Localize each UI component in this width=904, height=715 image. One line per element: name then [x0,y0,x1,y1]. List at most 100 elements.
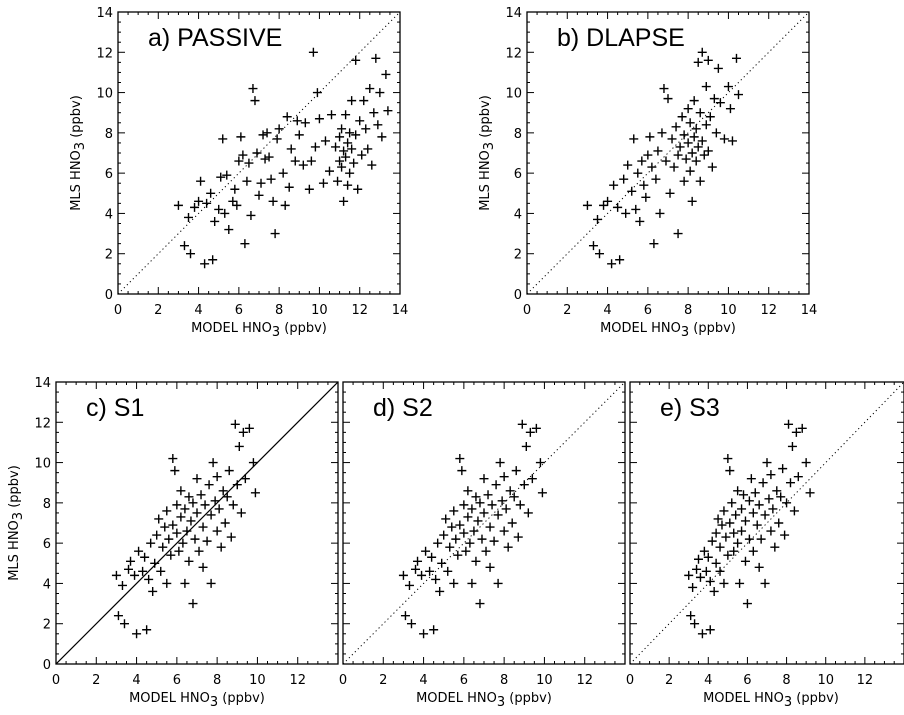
data-point [703,552,713,562]
data-point [653,146,663,156]
y-tick-label: 6 [514,167,522,182]
panel-title: b) DLAPSE [557,24,685,52]
data-point [198,522,208,532]
x-tick-label: 12 [760,303,777,318]
data-point [138,566,148,576]
data-point [188,498,198,508]
data-point [431,574,441,584]
y-tick-label: 10 [96,87,113,102]
data-point [495,458,505,468]
data-point [306,156,316,166]
data-point [180,504,190,514]
data-point [715,542,725,552]
data-point [359,96,369,106]
panel-e-s3: 0 2 4 6 8 10 12 MODEL HNO3 (ppbv) e) S3 [626,381,904,710]
data-point [677,112,687,122]
data-point [659,84,669,94]
data-point [200,259,210,269]
data-point [210,496,220,506]
data-point [413,556,423,566]
data-point [787,441,797,451]
data-point [599,200,609,210]
data-point [731,510,741,520]
x-tick-label: 8 [500,673,508,688]
data-point [776,492,786,502]
data-point [737,526,747,536]
data-point [511,466,521,476]
data-point [244,158,254,168]
x-tick-label: 4 [194,303,202,318]
data-point [690,619,700,629]
data-point [152,530,162,540]
data-point [645,132,655,142]
data-point [335,156,345,166]
data-point [154,514,164,524]
x-tick-label: 10 [720,303,737,318]
data-point [190,202,200,212]
x-tick-label: 12 [351,303,368,318]
data-point [746,474,756,484]
x-axis-label: MODEL HNO3 (ppbv) [416,691,552,710]
data-point [421,546,431,556]
data-point [270,229,280,239]
y-tick-label: 2 [43,618,51,633]
data-point [343,138,353,148]
data-point [752,520,762,530]
data-point [119,619,129,629]
data-point [184,492,194,502]
data-point [357,150,367,160]
data-point [758,478,768,488]
data-point [519,480,529,490]
panel-c-s1: 0 2 4 6 8 10 12 0 2 4 6 8 10 12 14 MODEL HNO3 (ppbv) MLS… [7,376,339,710]
data-point [768,504,778,514]
data-point [278,168,288,178]
data-point [784,419,794,429]
data-point [268,196,278,206]
data-point [282,112,292,122]
x-tick-label: 6 [743,673,751,688]
data-point [772,486,782,496]
data-point [748,508,758,518]
data-point [737,504,747,514]
data-point [417,570,427,580]
data-point [455,454,465,464]
data-point [168,454,178,464]
data-point [697,136,707,146]
data-point [298,160,308,170]
data-point [335,132,345,142]
data-point [740,516,750,526]
data-point [782,498,792,508]
data-point [433,538,443,548]
x-tick-label: 8 [684,303,692,318]
data-point [699,150,709,160]
data-point [164,534,174,544]
data-point [641,192,651,202]
y-tick-label: 4 [43,577,51,592]
data-point [238,427,248,437]
data-point [196,176,206,186]
data-point [673,229,683,239]
data-point [785,478,795,488]
data-point [588,241,598,251]
data-point [176,512,186,522]
data-point [216,542,226,552]
data-point [373,120,383,130]
data-point [735,578,745,588]
data-point [202,536,212,546]
data-point [130,570,140,580]
data-point [711,558,721,568]
data-point [701,82,711,92]
data-point [689,96,699,106]
data-point [649,239,659,249]
x-axis-label: MODEL HNO3 (ppbv) [191,321,327,340]
data-point [258,130,268,140]
x-tick-label: 10 [536,673,553,688]
data-point [463,486,473,496]
data-point [220,208,230,218]
data-point [166,550,176,560]
data-point [621,208,631,218]
data-point [188,599,198,609]
data-point [224,466,234,476]
data-point [111,570,121,580]
data-point [715,566,725,576]
